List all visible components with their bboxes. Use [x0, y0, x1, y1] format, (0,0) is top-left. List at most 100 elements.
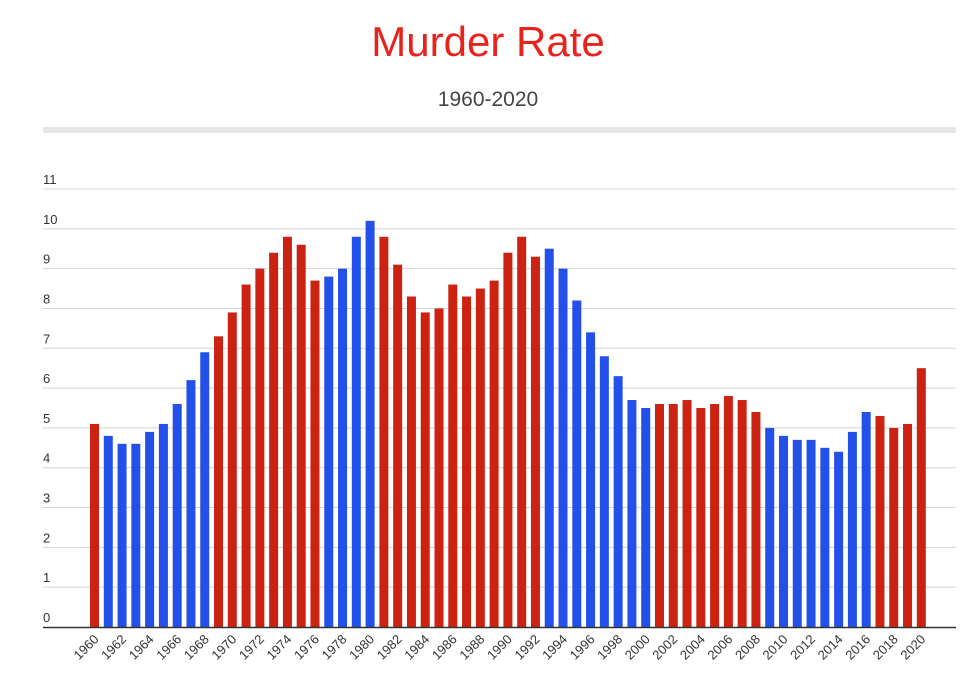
bar-1960: [90, 423, 99, 627]
y-tick-label: 6: [43, 371, 50, 386]
x-tick-label: 1980: [346, 632, 377, 663]
bar-1973: [269, 252, 279, 627]
bar-2015: [847, 431, 857, 627]
bar-2013: [820, 447, 830, 627]
bar-1961: [103, 435, 113, 627]
x-tick-label: 1974: [263, 632, 294, 663]
bar-2004: [696, 408, 706, 627]
bar-1965: [158, 423, 168, 627]
bar-1985: [434, 308, 444, 627]
x-tick-label: 1962: [98, 632, 129, 663]
bar-2008: [751, 411, 761, 627]
bar-2009: [765, 427, 775, 627]
bar-2020: [916, 368, 926, 627]
bar-1972: [255, 268, 265, 627]
bar-1984: [420, 312, 430, 627]
y-tick-label: 1: [43, 570, 50, 585]
bar-1991: [517, 236, 527, 628]
bar-1995: [572, 300, 582, 627]
x-tick-label: 2020: [897, 632, 928, 663]
bar-1989: [489, 280, 499, 627]
x-tick-label: 1998: [594, 632, 625, 663]
x-tick-label: 1976: [291, 632, 322, 663]
x-tick-label: 2014: [815, 632, 846, 663]
x-tick-label: 1964: [126, 632, 157, 663]
x-tick-label: 1988: [456, 632, 487, 663]
x-tick-label: 1966: [153, 632, 184, 663]
bar-1963: [131, 443, 141, 627]
x-tick-label: 1994: [539, 632, 570, 663]
bar-1962: [117, 443, 127, 627]
y-tick-label: 8: [43, 291, 50, 306]
bar-1966: [172, 404, 182, 627]
y-tick-label: 10: [43, 212, 57, 227]
bar-2017: [875, 415, 885, 627]
bar-1983: [406, 296, 416, 627]
bar-2001: [654, 404, 664, 627]
bar-2018: [889, 427, 899, 627]
title-divider: [43, 127, 956, 133]
x-axis-ticks: 1960196219641966196819701972197419761978…: [71, 632, 929, 663]
bar-2003: [682, 400, 692, 627]
bar-1980: [365, 220, 375, 627]
x-tick-label: 1972: [236, 632, 267, 663]
bar-1994: [558, 268, 568, 627]
y-tick-label: 4: [43, 451, 50, 466]
bar-1997: [599, 356, 609, 627]
bar-2010: [779, 435, 788, 627]
x-tick-label: 1982: [374, 632, 405, 663]
x-tick-label: 2000: [622, 632, 653, 663]
x-tick-label: 1996: [567, 632, 598, 663]
chart-title: Murder Rate: [371, 18, 605, 65]
x-tick-label: 1986: [429, 632, 460, 663]
bar-1990: [503, 252, 513, 627]
bar-2002: [668, 404, 678, 627]
bar-2011: [792, 439, 802, 627]
bar-2012: [806, 439, 816, 627]
bar-2006: [723, 396, 733, 627]
y-tick-label: 7: [43, 331, 50, 346]
bar-1979: [351, 236, 361, 628]
x-tick-label: 1984: [401, 632, 432, 663]
bar-1987: [462, 296, 472, 627]
x-tick-label: 1970: [208, 632, 239, 663]
bar-1970: [227, 312, 237, 627]
x-tick-label: 1992: [512, 632, 543, 663]
bar-1996: [586, 332, 596, 627]
bar-1974: [282, 236, 292, 628]
bar-1975: [296, 244, 306, 627]
bar-1969: [214, 336, 224, 627]
bar-1964: [145, 431, 155, 627]
x-tick-label: 2018: [870, 632, 901, 663]
bar-1978: [338, 268, 348, 627]
y-tick-label: 9: [43, 252, 50, 267]
bar-2016: [861, 411, 871, 627]
bar-1976: [310, 280, 320, 627]
bar-1992: [530, 256, 540, 627]
x-tick-label: 2016: [842, 632, 873, 663]
bar-2005: [710, 404, 720, 627]
bar-1967: [186, 380, 196, 627]
y-tick-label: 2: [43, 530, 50, 545]
x-tick-label: 1978: [319, 632, 350, 663]
x-tick-label: 2010: [760, 632, 791, 663]
x-tick-label: 1990: [484, 632, 515, 663]
bar-1998: [613, 376, 623, 627]
x-tick-label: 2002: [649, 632, 680, 663]
bar-1993: [544, 248, 554, 627]
y-tick-label: 11: [43, 172, 57, 187]
x-tick-label: 2004: [677, 632, 708, 663]
bar-2019: [903, 423, 913, 627]
x-tick-label: 2006: [704, 632, 735, 663]
bar-1971: [241, 284, 251, 627]
chart-subtitle: 1960-2020: [437, 88, 539, 111]
y-tick-label: 0: [43, 610, 50, 625]
bar-1986: [448, 284, 458, 627]
bar-1988: [475, 288, 485, 627]
y-tick-label: 3: [43, 491, 50, 506]
x-tick-label: 1968: [181, 632, 212, 663]
x-tick-label: 2008: [732, 632, 763, 663]
x-tick-label: 2012: [787, 632, 818, 663]
bar-1999: [627, 400, 637, 627]
